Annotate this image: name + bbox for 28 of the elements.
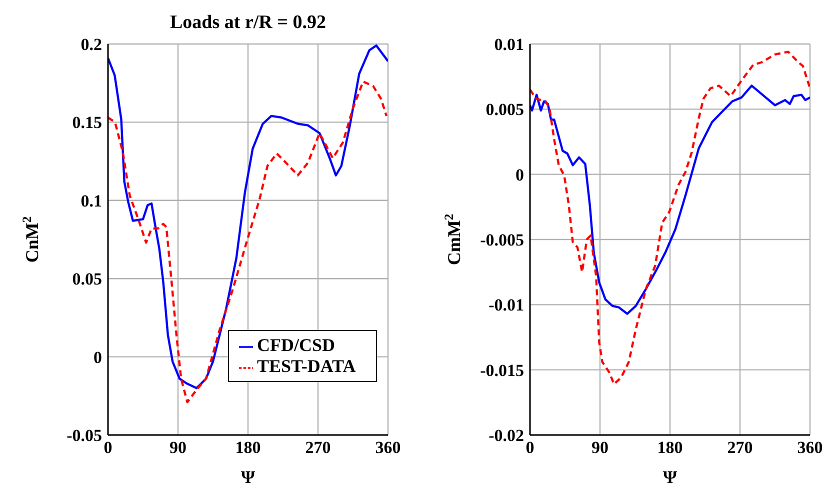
x-tick-label: 90	[592, 438, 608, 458]
x-tick-label: 360	[375, 438, 401, 458]
y-tick-label: 0.005	[486, 100, 524, 120]
y-tick-label: 0	[516, 165, 524, 184]
x-tick-label: 180	[235, 438, 261, 458]
x-axis-title: Ψ	[662, 467, 678, 487]
y-tick-label: -0.05	[66, 426, 102, 446]
x-tick-label: 180	[657, 438, 683, 458]
line-series	[530, 50, 810, 386]
y-tick-label: 0	[94, 348, 102, 367]
x-tick-label: 270	[727, 438, 753, 458]
y-tick-label: 0.1	[80, 191, 102, 210]
chart-title: Loads at r/R = 0.92	[169, 12, 327, 34]
x-tick-label: 90	[170, 438, 186, 458]
legend-label: TEST-DATA	[257, 356, 356, 376]
line-series	[530, 84, 810, 315]
y-tick-label: -0.005	[480, 230, 524, 250]
y-tick-label: -0.01	[488, 296, 524, 315]
y-tick-label: 0.2	[80, 35, 102, 54]
y-tick-label: 0.01	[494, 35, 524, 54]
x-tick-label: 270	[305, 438, 331, 458]
y-tick-label: 0.05	[72, 270, 102, 289]
x-tick-label: 360	[797, 438, 823, 458]
legend-label: CFD/CSD	[257, 335, 336, 355]
x-axis-title: Ψ	[240, 467, 256, 487]
y-tick-label: -0.015	[480, 360, 524, 380]
y-tick-label: 0.15	[72, 113, 102, 132]
y-tick-label: -0.02	[488, 426, 524, 446]
